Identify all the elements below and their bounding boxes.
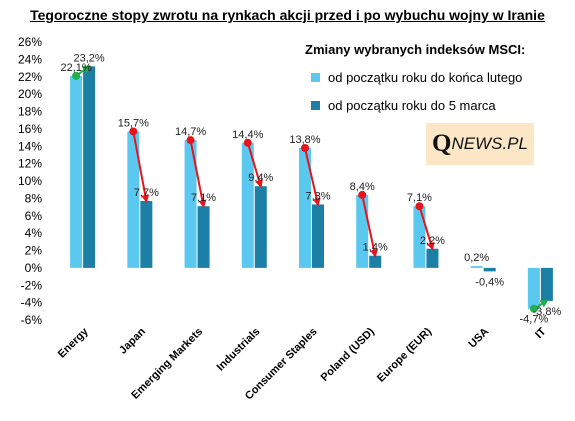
- change-start-dot: [301, 143, 309, 152]
- y-tick-label: -4%: [21, 296, 43, 310]
- y-tick-label: 10%: [18, 174, 42, 188]
- y-tick-label: 14%: [18, 139, 42, 153]
- qnews-logo: Q NEWS.PL: [426, 123, 534, 165]
- bar-march-5: [312, 204, 324, 268]
- bar-march-5: [369, 255, 382, 268]
- change-start-dot: [529, 304, 538, 313]
- legend-swatch-dark: [311, 100, 320, 110]
- x-tick-label: USA: [466, 326, 491, 351]
- change-arrow-down: [418, 205, 435, 251]
- data-label-march: 7,3%: [305, 190, 330, 202]
- y-tick-label: 24%: [18, 52, 42, 66]
- legend-title: Zmiany wybranych indeksów MSCI:: [305, 42, 526, 57]
- change-start-dot: [358, 190, 367, 199]
- y-tick-label: 4%: [25, 226, 43, 240]
- y-tick-label: 16%: [18, 122, 42, 136]
- chart-title: Tegoroczne stopy zwrotu na rynkach akcji…: [30, 7, 545, 23]
- y-tick-label: 18%: [18, 105, 42, 119]
- data-label-march: 7,1%: [191, 192, 216, 204]
- logo-q: Q: [432, 130, 452, 157]
- legend: Zmiany wybranych indeksów MSCI: od począ…: [305, 42, 525, 119]
- data-label-march: 9,4%: [248, 172, 273, 184]
- bar-end-february: [127, 131, 140, 268]
- bar-end-february: [241, 142, 254, 268]
- change-start-dot: [129, 127, 138, 136]
- bar-end-february: [299, 147, 311, 268]
- change-arrow-down: [132, 131, 150, 203]
- change-start-dot: [72, 71, 81, 80]
- change-arrow-down: [304, 147, 321, 207]
- bar-end-february: [413, 206, 426, 268]
- y-tick-label: -6%: [21, 313, 43, 327]
- x-tick-label: Europe (EUR): [375, 325, 434, 384]
- data-label-february: 0,2%: [464, 252, 489, 264]
- data-label-february: 15,7%: [118, 117, 149, 129]
- bars-group: [70, 66, 553, 309]
- data-label-february: -4,7%: [520, 314, 549, 326]
- bar-march-5: [83, 66, 96, 268]
- data-label-march: -0,4%: [475, 276, 504, 288]
- data-label-february: 8,4%: [350, 181, 375, 193]
- data-label-february: 14,7%: [175, 126, 206, 138]
- change-start-dot: [186, 136, 195, 145]
- y-tick-label: 0%: [25, 261, 43, 275]
- x-tick-label: Japan: [117, 325, 148, 356]
- change-arrow-down: [189, 139, 207, 209]
- legend-item-end-february: od początku roku do końca lutego: [305, 63, 525, 91]
- legend-swatch-light: [311, 72, 320, 82]
- legend-item-march-5: od początku roku do 5 marca: [305, 91, 525, 119]
- data-label-march: 7,7%: [134, 187, 159, 199]
- bar-march-5: [540, 267, 553, 301]
- y-axis: -6% -4% -2% 0% 2% 4% 6% 8% 10% 12% 14% 16% 18% 20% 22%…: [18, 35, 42, 327]
- y-tick-label: -2%: [21, 278, 43, 292]
- y-tick-label: 12%: [18, 157, 42, 171]
- data-label-february: 14,4%: [232, 129, 263, 141]
- y-tick-label: 20%: [18, 87, 42, 101]
- bar-march-5: [197, 206, 210, 268]
- bar-end-february: [356, 194, 369, 268]
- data-label-march: 23,2%: [74, 52, 105, 64]
- bar-end-february: [184, 140, 197, 268]
- data-label-february: 13,8%: [289, 134, 320, 146]
- bar-march-5: [483, 267, 496, 272]
- x-tick-label: Poland (USD): [319, 325, 377, 383]
- data-label-march: 1,4%: [363, 242, 388, 254]
- y-tick-label: 8%: [25, 191, 43, 205]
- logo-rest: NEWS.PL: [451, 134, 528, 153]
- legend-label: od początku roku do 5 marca: [328, 97, 496, 113]
- data-label-march: -3,8%: [533, 306, 562, 318]
- y-tick-label: 6%: [25, 209, 43, 223]
- change-start-dot: [415, 202, 424, 211]
- data-label-february: 7,1%: [407, 192, 432, 204]
- data-labels-group: 22,1%23,2% 15,7% 7,7% 14,7% 7,1% 14,4% 9,4% 13,…: [61, 52, 562, 325]
- bar-march-5: [140, 200, 153, 268]
- change-start-dot: [243, 138, 252, 147]
- x-tick-label: IT: [533, 325, 549, 341]
- change-arrow-down: [361, 194, 378, 258]
- data-label-march: 2,2%: [420, 235, 445, 247]
- legend-label: od początku roku do końca lutego: [328, 69, 523, 85]
- data-label-february: 22,1%: [61, 62, 92, 74]
- x-tick-label: Industrials: [215, 326, 263, 374]
- bar-march-5: [254, 186, 267, 268]
- bar-march-5: [426, 248, 439, 268]
- y-tick-label: 2%: [25, 244, 43, 258]
- y-tick-label: 22%: [18, 70, 42, 84]
- x-tick-label: Energy: [56, 325, 91, 360]
- bar-end-february: [70, 75, 83, 268]
- change-arrow-down: [246, 142, 263, 189]
- bar-end-february: [470, 266, 483, 268]
- bar-end-february: [527, 267, 540, 309]
- arrows-group: [72, 65, 549, 313]
- y-tick-label: 26%: [18, 35, 42, 49]
